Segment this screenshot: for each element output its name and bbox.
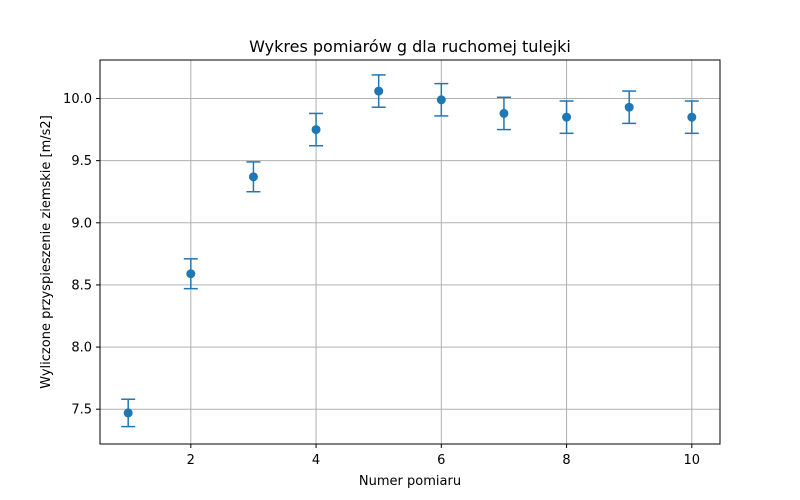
data-points	[123, 86, 697, 418]
chart-title: Wykres pomiarów g dla ruchomej tulejki	[249, 37, 571, 56]
y-tick-label: 7.5	[71, 403, 92, 418]
y-tick-label: 8.5	[71, 278, 92, 293]
data-point	[687, 112, 697, 122]
data-point	[562, 112, 572, 122]
x-tick-label: 10	[684, 453, 701, 468]
x-tick-label: 4	[312, 453, 320, 468]
data-point	[499, 108, 509, 118]
data-point	[374, 86, 384, 96]
data-point	[311, 125, 321, 135]
y-tick-label: 10.0	[63, 92, 92, 107]
data-point	[123, 408, 133, 418]
grid	[100, 60, 720, 444]
data-point	[186, 269, 196, 279]
plot-frame	[99, 59, 721, 445]
data-point	[624, 102, 634, 112]
y-tick-label: 9.5	[71, 154, 92, 169]
data-point	[436, 95, 446, 105]
error-bars	[121, 74, 699, 428]
ticks: 2 4 6 8 10 7.5 8.0 8.5 9.0 9.5 10.0	[63, 92, 700, 468]
y-axis-label: Wyliczone przyspieszenie ziemskie [m/s2]	[39, 115, 54, 389]
y-tick-label: 9.0	[71, 216, 92, 231]
x-tick-label: 2	[187, 453, 195, 468]
data-point	[248, 172, 258, 182]
y-tick-label: 8.0	[71, 341, 92, 356]
x-tick-label: 6	[437, 453, 445, 468]
x-tick-label: 8	[562, 453, 570, 468]
x-axis-label: Numer pomiaru	[359, 474, 461, 489]
